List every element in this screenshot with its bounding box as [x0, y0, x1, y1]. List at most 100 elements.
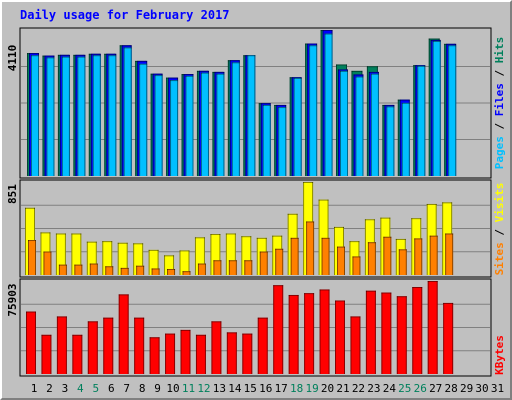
legend-kbytes: KBytes [493, 335, 506, 375]
sites-bar [429, 235, 438, 275]
legend-sites: Sites [493, 242, 506, 275]
day-label: 6 [108, 382, 115, 395]
day-label: 4 [77, 382, 84, 395]
pages-bar [309, 45, 318, 177]
day-label: 20 [321, 382, 334, 395]
pages-bar [386, 106, 395, 176]
visits-bar [71, 233, 82, 275]
kbytes-bar [72, 334, 83, 374]
sites-bar [383, 236, 392, 275]
pages-bar [154, 75, 163, 176]
legend-hits: Hits [493, 37, 506, 64]
bottom-max-label: 75903 [6, 283, 19, 316]
day-label: 15 [244, 382, 257, 395]
kbytes-bar [443, 302, 454, 374]
pages-bar [417, 65, 426, 176]
pages-bar [139, 63, 148, 176]
kbytes-bar [26, 311, 36, 374]
sites-bar [197, 263, 206, 275]
day-label: 14 [228, 382, 242, 395]
day-labels: 1 2 3 4 5 6 7 8 9 10 11 12 13 14 15 16 17 18 19 20 21 22 23 24 2… [31, 382, 504, 395]
legend-separator-1: / [493, 116, 506, 136]
day-label: 3 [62, 382, 69, 395]
sites-bar [228, 260, 237, 275]
kbytes-bar [396, 296, 407, 374]
day-label: 2 [46, 382, 53, 395]
visits-bar [210, 234, 221, 275]
kbytes-bar [304, 293, 315, 374]
kbytes-bar [211, 321, 222, 374]
day-label: 17 [275, 382, 288, 395]
visits-bar [241, 236, 252, 275]
pages-bar [247, 55, 256, 176]
pages-bar [108, 55, 117, 176]
sites-bar [321, 237, 330, 275]
day-label: 18 [290, 382, 303, 395]
day-label: 1 [31, 382, 38, 395]
kbytes-bar [195, 334, 206, 374]
pages-bar [77, 56, 86, 176]
sites-bar [28, 240, 36, 275]
day-label: 22 [352, 382, 365, 395]
middle-max-label: 851 [6, 184, 19, 204]
pages-bar [185, 75, 194, 176]
day-label: 21 [336, 382, 349, 395]
day-label: 28 [445, 382, 458, 395]
kbytes-bar [288, 294, 299, 374]
chart-title: Daily usage for February 2017 [20, 8, 230, 22]
pages-bar [31, 55, 39, 176]
sites-bar [275, 248, 284, 275]
sites-bar [43, 251, 52, 275]
sites-bar [352, 256, 361, 275]
day-label: 24 [383, 382, 397, 395]
day-label: 5 [92, 382, 99, 395]
kbytes-bar [87, 321, 98, 374]
kbytes-bar [165, 333, 176, 374]
day-label: 30 [475, 382, 488, 395]
day-label: 10 [166, 382, 179, 395]
legend-pages: Pages [493, 136, 506, 169]
kbytes-bar [103, 317, 114, 374]
pages-bar [216, 73, 225, 176]
sites-bar [182, 271, 191, 275]
pages-bar [278, 107, 287, 176]
visits-bar [194, 237, 205, 275]
sites-bar [58, 264, 67, 275]
kbytes-bar [56, 316, 67, 374]
legend-top: Pages / Files / Hits [493, 37, 506, 170]
visits-bar [117, 242, 128, 275]
day-label: 13 [213, 382, 226, 395]
visits-bar [86, 241, 97, 275]
kbytes-bar [350, 316, 361, 374]
kbytes-bar [365, 290, 376, 374]
sites-bar [244, 260, 253, 275]
sites-bar [306, 221, 315, 275]
sites-bar [445, 233, 454, 275]
pages-bar [262, 104, 271, 176]
day-label: 26 [414, 382, 427, 395]
day-label: 9 [154, 382, 161, 395]
kbytes-bar [118, 294, 129, 374]
day-label: 31 [491, 382, 504, 395]
pages-bar [432, 41, 441, 177]
legend-separator-2: / [493, 63, 506, 83]
pages-bar [200, 72, 209, 176]
pages-bar [370, 73, 379, 176]
visits-bar [102, 241, 113, 275]
visits-bar [179, 250, 190, 275]
legend-visits: Visits [493, 183, 506, 223]
top-max-label: 4110 [6, 45, 19, 72]
visits-bar [133, 243, 144, 275]
pages-bar [170, 80, 179, 176]
sites-bar [120, 267, 129, 275]
day-label: 16 [259, 382, 272, 395]
visits-bar [55, 233, 66, 275]
pages-bar [231, 62, 240, 176]
sites-bar [151, 268, 160, 275]
day-label: 23 [367, 382, 380, 395]
day-label: 11 [182, 382, 195, 395]
kbytes-bar [412, 287, 423, 374]
sites-bar [136, 265, 145, 275]
sites-bar [337, 246, 345, 275]
